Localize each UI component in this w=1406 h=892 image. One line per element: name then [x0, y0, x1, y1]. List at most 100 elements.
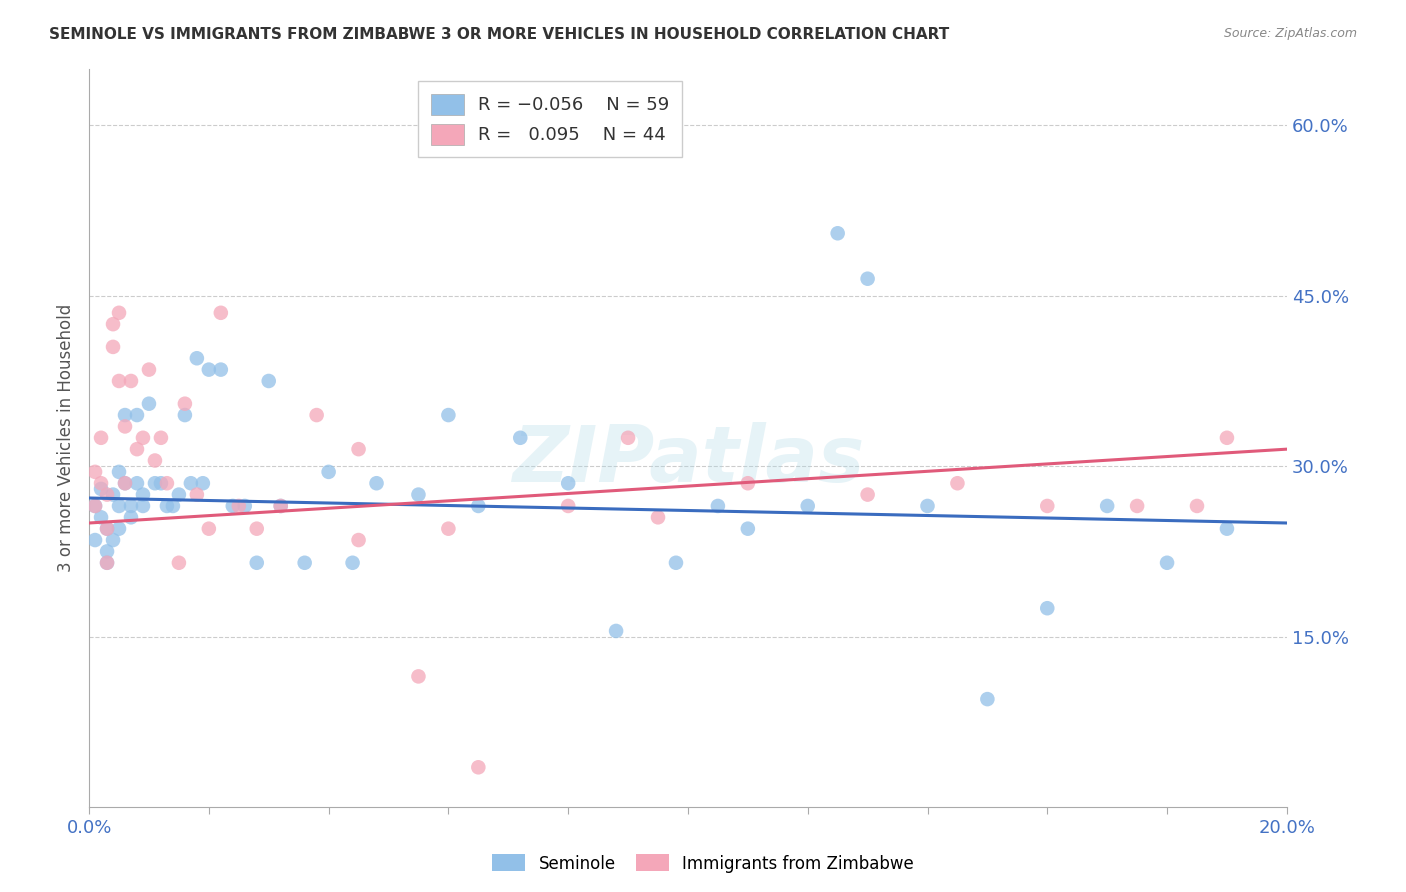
Point	[509, 431, 531, 445]
Point	[174, 397, 197, 411]
Point	[101, 533, 124, 547]
Point	[180, 476, 202, 491]
Point	[1095, 499, 1118, 513]
Point	[90, 510, 112, 524]
Point	[198, 362, 221, 376]
Point	[347, 442, 370, 457]
Text: Source: ZipAtlas.com: Source: ZipAtlas.com	[1223, 27, 1357, 40]
Point	[125, 476, 148, 491]
Point	[125, 408, 148, 422]
Point	[246, 522, 269, 536]
Point	[143, 476, 166, 491]
Point	[1216, 431, 1239, 445]
Point	[198, 522, 221, 536]
Point	[209, 362, 232, 376]
Point	[108, 522, 131, 536]
Point	[149, 476, 172, 491]
Point	[228, 499, 250, 513]
Point	[101, 340, 124, 354]
Point	[96, 556, 118, 570]
Point	[108, 374, 131, 388]
Point	[84, 465, 107, 479]
Point	[191, 476, 214, 491]
Point	[96, 556, 118, 570]
Point	[162, 499, 184, 513]
Point	[437, 408, 460, 422]
Point	[233, 499, 256, 513]
Point	[96, 522, 118, 536]
Point	[108, 306, 131, 320]
Legend: R = −0.056    N = 59, R =   0.095    N = 44: R = −0.056 N = 59, R = 0.095 N = 44	[419, 81, 682, 157]
Point	[125, 442, 148, 457]
Point	[737, 476, 759, 491]
Point	[557, 476, 579, 491]
Point	[976, 692, 998, 706]
Point	[1216, 522, 1239, 536]
Point	[167, 487, 190, 501]
Point	[796, 499, 818, 513]
Point	[557, 499, 579, 513]
Point	[108, 465, 131, 479]
Point	[143, 453, 166, 467]
Point	[96, 487, 118, 501]
Point	[222, 499, 245, 513]
Y-axis label: 3 or more Vehicles in Household: 3 or more Vehicles in Household	[58, 303, 75, 572]
Point	[101, 317, 124, 331]
Point	[827, 227, 849, 241]
Point	[167, 556, 190, 570]
Point	[856, 487, 879, 501]
Point	[246, 556, 269, 570]
Point	[737, 522, 759, 536]
Point	[120, 499, 142, 513]
Point	[1156, 556, 1178, 570]
Point	[917, 499, 939, 513]
Point	[96, 522, 118, 536]
Point	[647, 510, 669, 524]
Point	[467, 760, 489, 774]
Point	[305, 408, 328, 422]
Point	[174, 408, 197, 422]
Point	[149, 431, 172, 445]
Point	[156, 476, 179, 491]
Point	[186, 351, 208, 366]
Point	[408, 669, 430, 683]
Point	[1126, 499, 1149, 513]
Point	[437, 522, 460, 536]
Point	[156, 499, 179, 513]
Point	[617, 431, 640, 445]
Point	[257, 374, 280, 388]
Point	[209, 306, 232, 320]
Point	[120, 510, 142, 524]
Point	[120, 374, 142, 388]
Point	[114, 476, 136, 491]
Point	[114, 419, 136, 434]
Point	[946, 476, 969, 491]
Point	[138, 362, 160, 376]
Point	[132, 431, 155, 445]
Point	[270, 499, 292, 513]
Point	[84, 499, 107, 513]
Point	[347, 533, 370, 547]
Point	[96, 544, 118, 558]
Point	[114, 408, 136, 422]
Point	[90, 431, 112, 445]
Point	[270, 499, 292, 513]
Point	[84, 533, 107, 547]
Point	[138, 397, 160, 411]
Point	[294, 556, 316, 570]
Point	[1036, 499, 1059, 513]
Point	[101, 487, 124, 501]
Point	[665, 556, 688, 570]
Text: ZIPatlas: ZIPatlas	[512, 422, 865, 498]
Point	[90, 482, 112, 496]
Point	[132, 487, 155, 501]
Point	[467, 499, 489, 513]
Point	[318, 465, 340, 479]
Point	[605, 624, 627, 638]
Point	[856, 271, 879, 285]
Point	[114, 476, 136, 491]
Point	[408, 487, 430, 501]
Point	[90, 476, 112, 491]
Point	[84, 499, 107, 513]
Point	[132, 499, 155, 513]
